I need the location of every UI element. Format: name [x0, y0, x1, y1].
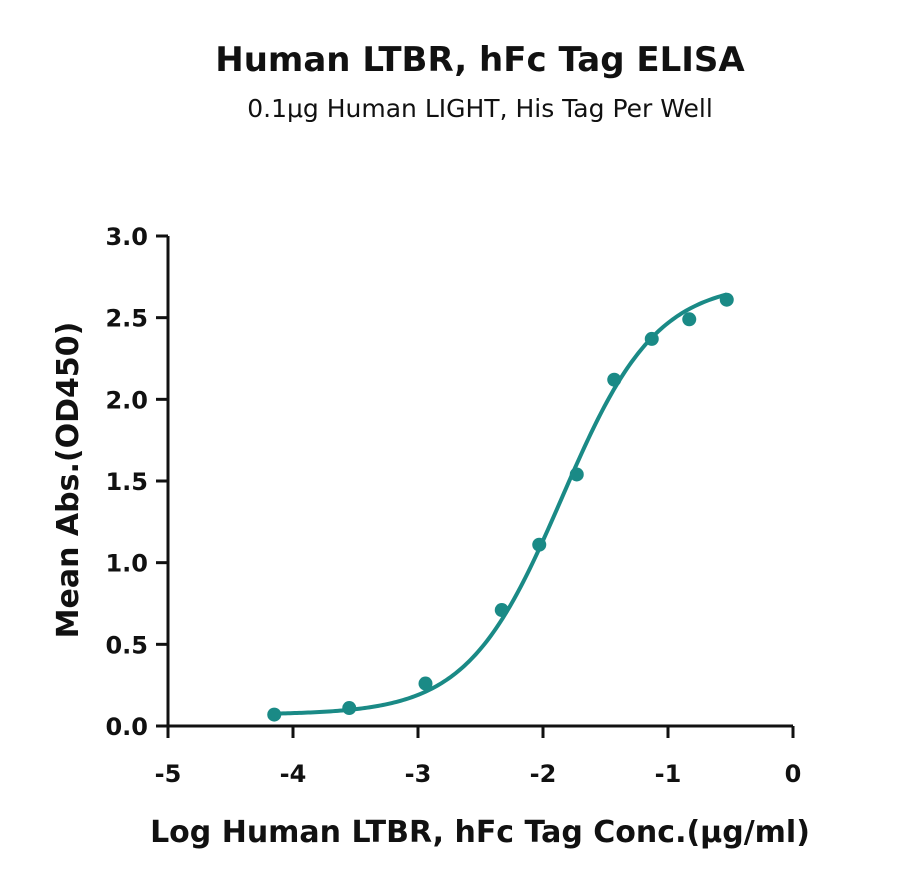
- data-point: [569, 467, 584, 482]
- x-axis-title: Log Human LTBR, hFc Tag Conc.(μg/ml): [150, 815, 810, 850]
- y-tick-label: 3.0: [105, 223, 148, 251]
- data-point: [494, 603, 509, 618]
- data-point: [532, 537, 547, 552]
- y-ticks: 0.0 0.5 1.0 1.5 2.0 2.5 3.0: [105, 223, 168, 741]
- y-tick-label: 1.5: [105, 468, 148, 496]
- x-tick-label: -4: [280, 760, 307, 788]
- x-tick-label: -2: [530, 760, 557, 788]
- fit-curve: [274, 292, 728, 716]
- y-tick-label: 0.5: [105, 631, 148, 659]
- data-point: [342, 701, 357, 716]
- y-tick-label: 2.5: [105, 305, 148, 333]
- data-point: [607, 372, 622, 387]
- x-tick-label: -3: [405, 760, 432, 788]
- data-point: [644, 331, 659, 346]
- data-points: [267, 292, 734, 722]
- x-ticks: -5 -4 -3 -2 -1 0: [155, 726, 802, 788]
- data-point: [267, 707, 282, 722]
- chart-title: Human LTBR, hFc Tag ELISA: [215, 40, 745, 80]
- axes: [166, 236, 793, 728]
- data-point: [719, 292, 734, 307]
- x-tick-label: -1: [655, 760, 682, 788]
- y-tick-label: 1.0: [105, 550, 148, 578]
- y-tick-label: 0.0: [105, 713, 148, 741]
- data-point: [682, 312, 697, 327]
- chart-subtitle: 0.1μg Human LIGHT, His Tag Per Well: [247, 94, 713, 123]
- y-axis-title: Mean Abs.(OD450): [51, 322, 86, 639]
- y-tick-label: 2.0: [105, 386, 148, 414]
- x-tick-label: 0: [785, 760, 802, 788]
- x-tick-label: -5: [155, 760, 182, 788]
- data-point: [418, 676, 433, 691]
